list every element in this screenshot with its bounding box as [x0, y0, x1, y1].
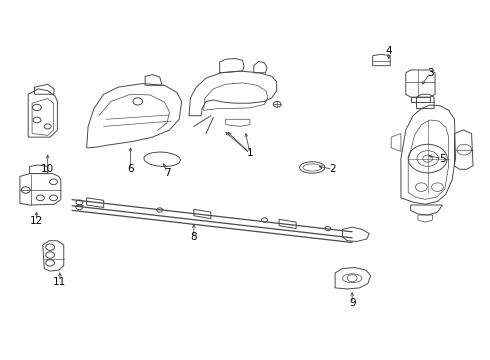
- Text: 11: 11: [53, 277, 67, 287]
- Text: 12: 12: [30, 216, 43, 226]
- Text: 1: 1: [246, 148, 253, 158]
- Text: 9: 9: [349, 298, 356, 308]
- Text: 5: 5: [439, 154, 445, 163]
- Text: 8: 8: [191, 232, 197, 242]
- Text: 2: 2: [329, 164, 336, 174]
- Text: 10: 10: [41, 164, 54, 174]
- Text: 7: 7: [164, 168, 171, 178]
- Text: 3: 3: [427, 68, 434, 78]
- Text: 6: 6: [127, 164, 134, 174]
- Text: 4: 4: [386, 46, 392, 57]
